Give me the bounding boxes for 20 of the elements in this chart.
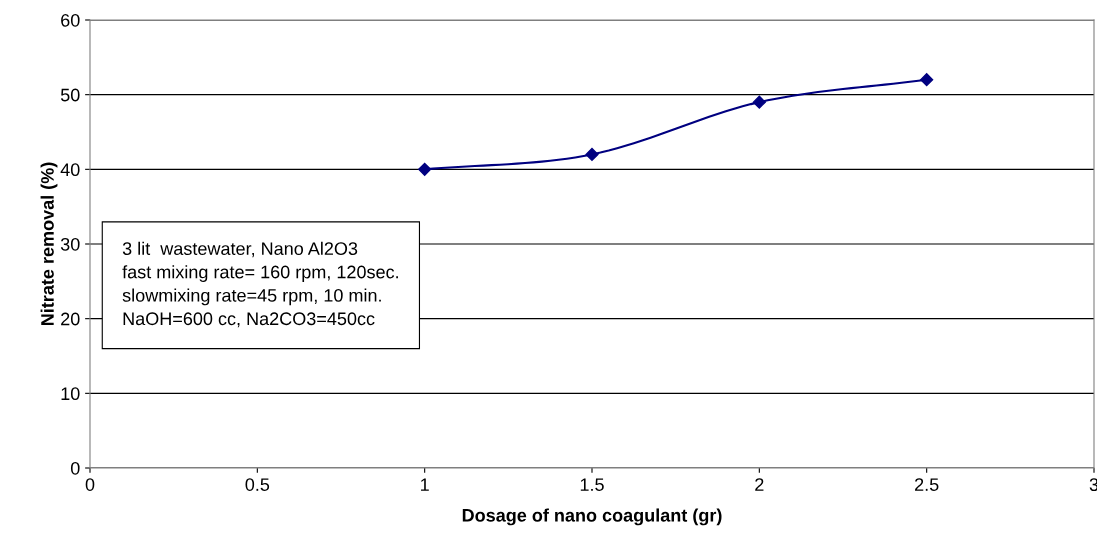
y-tick-label: 50	[60, 88, 80, 102]
annotation: 3 lit wastewater, Nano Al2O3 fast mixing rate= 160 rpm, 120sec. slowmixing rate=45 rpm, 10 min. NaOH=600 cc, Na2CO3=450cc	[122, 241, 398, 328]
y-axis-title: Nitrate removal (%)	[40, 162, 58, 326]
x-tick-label: 0.5	[245, 478, 270, 491]
point	[418, 162, 432, 176]
x-axis-title: Dosage of nano coagulant (gr)	[462, 508, 722, 526]
x-tick-label: 1	[421, 478, 429, 491]
x-tick-label: 0	[85, 478, 95, 491]
point	[752, 95, 766, 109]
point	[585, 147, 599, 161]
y-tick-label: 60	[61, 13, 80, 27]
y-tick-label: 30	[60, 237, 80, 251]
y-tick-label: 10	[61, 387, 80, 401]
y-tick-label: 0	[70, 461, 80, 475]
x-tick-label: 2	[755, 478, 764, 491]
y-tick-label: 20	[61, 312, 80, 326]
x-tick-label: 1.5	[580, 478, 604, 491]
y-tick-label: 40	[60, 163, 80, 177]
point	[920, 73, 934, 87]
x-tick-label: 2.5	[915, 478, 939, 491]
